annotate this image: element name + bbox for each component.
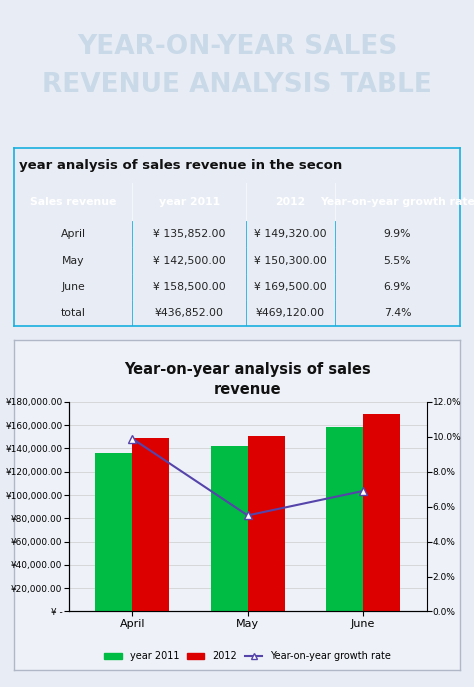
Text: YEAR-ON-YEAR SALES
REVENUE ANALYSIS TABLE: YEAR-ON-YEAR SALES REVENUE ANALYSIS TABL… xyxy=(42,34,432,98)
Legend: year 2011, 2012, Year-on-year growth rate: year 2011, 2012, Year-on-year growth rat… xyxy=(100,647,395,665)
Text: 6.9%: 6.9% xyxy=(383,282,411,292)
Text: ¥ 150,300.00: ¥ 150,300.00 xyxy=(254,256,327,266)
Text: 2012: 2012 xyxy=(275,197,306,207)
Text: ¥ 135,852.00: ¥ 135,852.00 xyxy=(153,229,225,239)
Text: ¥ 169,500.00: ¥ 169,500.00 xyxy=(254,282,327,292)
Text: Year-on-year growth rate: Year-on-year growth rate xyxy=(320,197,474,207)
Text: June: June xyxy=(61,282,85,292)
Text: April: April xyxy=(61,229,86,239)
Text: 7.4%: 7.4% xyxy=(383,308,411,318)
Text: ¥436,852.00: ¥436,852.00 xyxy=(155,308,224,318)
Bar xyxy=(132,438,169,611)
Text: ¥ 142,500.00: ¥ 142,500.00 xyxy=(153,256,226,266)
Text: Sales revenue: Sales revenue xyxy=(30,197,117,207)
Bar xyxy=(211,446,247,611)
Bar xyxy=(326,427,363,611)
Text: ¥ 149,320.00: ¥ 149,320.00 xyxy=(254,229,327,239)
Text: year 2011: year 2011 xyxy=(158,197,219,207)
Bar xyxy=(247,436,284,611)
Text: ¥ 158,500.00: ¥ 158,500.00 xyxy=(153,282,226,292)
Text: 9.9%: 9.9% xyxy=(383,229,411,239)
Text: ¥469,120.00: ¥469,120.00 xyxy=(256,308,325,318)
Bar xyxy=(95,453,132,611)
Bar xyxy=(363,414,400,611)
Text: year analysis of sales revenue in the secon: year analysis of sales revenue in the se… xyxy=(18,159,342,172)
Text: May: May xyxy=(62,256,84,266)
Text: 5.5%: 5.5% xyxy=(383,256,411,266)
Text: total: total xyxy=(61,308,86,318)
Title: Year-on-year analysis of sales
revenue: Year-on-year analysis of sales revenue xyxy=(124,362,371,396)
